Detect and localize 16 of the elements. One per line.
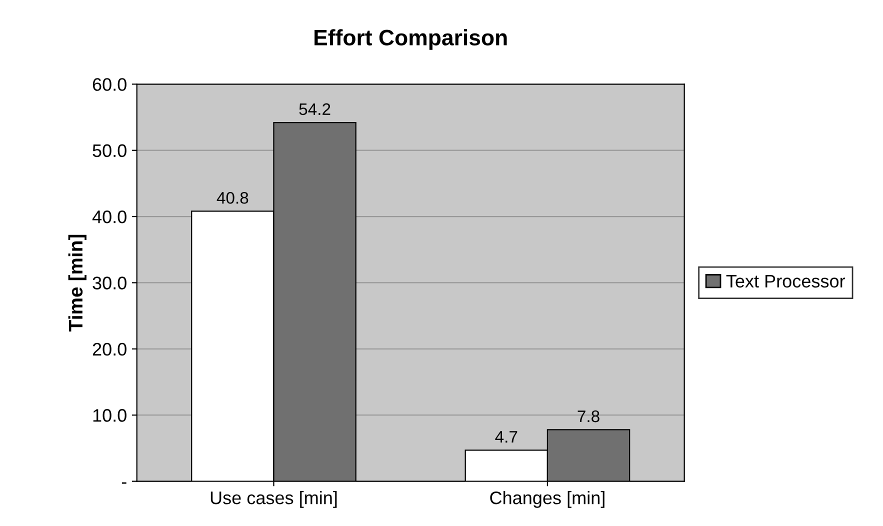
y-tick-label: 30.0 bbox=[92, 276, 126, 290]
y-tick-label: 60.0 bbox=[92, 78, 126, 91]
data-label: 7.8 bbox=[578, 410, 600, 422]
y-axis-title: Time [min] bbox=[68, 234, 86, 332]
data-label: 4.7 bbox=[495, 431, 518, 443]
y-tick-label: 40.0 bbox=[92, 210, 126, 224]
x-tick-label: Use cases [min] bbox=[210, 491, 337, 508]
legend-label: Text Processor bbox=[726, 274, 846, 288]
data-label: 54.2 bbox=[299, 103, 330, 116]
y-tick-label: - bbox=[122, 482, 126, 484]
y-tick-label: 20.0 bbox=[92, 342, 126, 356]
y-tick-label: 50.0 bbox=[92, 144, 126, 158]
data-label: 40.8 bbox=[216, 192, 248, 204]
chart-title: Effort Comparison bbox=[314, 29, 507, 50]
y-tick-label: 10.0 bbox=[93, 409, 126, 422]
x-tick-label: Changes [min] bbox=[490, 491, 604, 508]
